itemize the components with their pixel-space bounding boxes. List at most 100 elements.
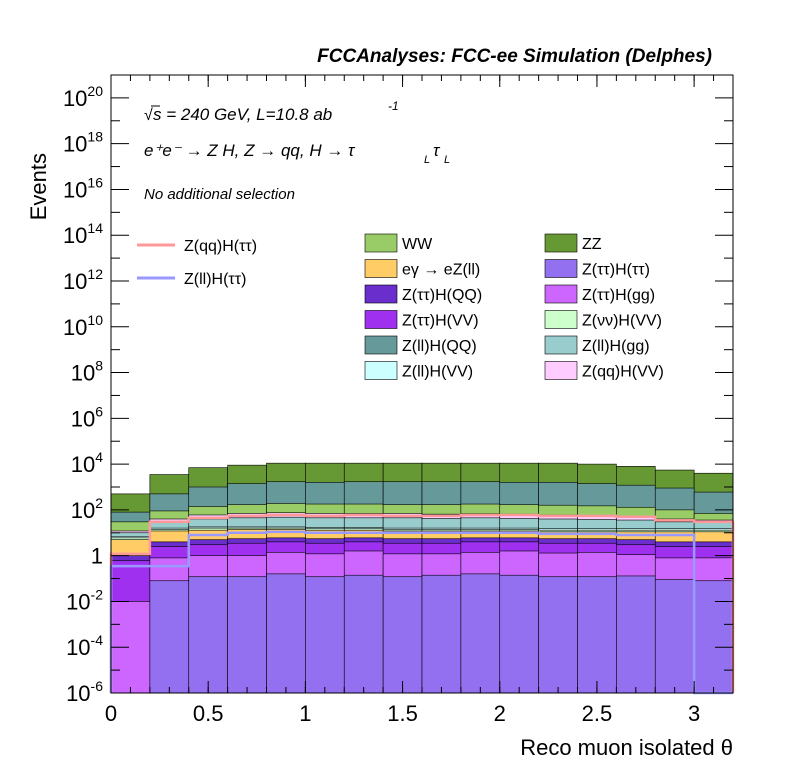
y-tick-base: 10 (71, 406, 95, 431)
bar (693, 580, 734, 694)
x-tick-label: 0 (105, 701, 117, 726)
bar (149, 580, 190, 694)
bar (460, 573, 501, 694)
y-tick-label: 1016 (63, 174, 103, 202)
y-tick-label: 10-4 (66, 632, 103, 660)
y-tick-label: 10-2 (66, 586, 103, 614)
y-tick-exp: 2 (95, 495, 103, 511)
y-tick-exp: 10 (87, 312, 103, 328)
annotation-energy-exp: -1 (388, 99, 399, 113)
bar (538, 576, 578, 694)
line-layer (109, 513, 735, 695)
x-tick-label: 3 (688, 701, 700, 726)
y-tick-base: 10 (63, 177, 87, 202)
bar (227, 576, 267, 694)
legend-label: Z(ττ)H(ττ) (582, 262, 650, 279)
legend-label: Z(qq)H(VV) (582, 364, 664, 381)
y-tick-label: 1010 (63, 312, 103, 340)
legend-swatch (364, 284, 398, 304)
legend-label: Z(ll)H(VV) (402, 364, 473, 381)
y-tick-label: 104 (71, 449, 103, 477)
y-tick-base: 10 (63, 223, 87, 248)
y-tick-base: 10 (66, 589, 90, 614)
y-axis-title: Events (26, 153, 51, 220)
y-tick-exp: 6 (95, 403, 103, 419)
bar (382, 576, 423, 694)
x-tick-label: 1.5 (387, 701, 418, 726)
y-tick-exp: 14 (87, 220, 103, 236)
y-tick-label: 102 (71, 495, 103, 523)
legend-swatch (364, 361, 398, 380)
y-tick-exp: 20 (87, 83, 103, 99)
y-tick-base: 10 (71, 361, 95, 386)
legend-label: Z(ττ)H(gg) (582, 287, 655, 304)
y-tick-label: 1012 (63, 266, 103, 294)
y-tick-exp: -2 (91, 586, 104, 602)
legend: WW ZZ eγ → eZ(ll) Z(ττ)H(ττ) Z(ττ)H(QQ) Z(ττ)… (137, 233, 664, 381)
y-tick-base: 10 (71, 452, 95, 477)
y-tick-label: 1018 (63, 129, 103, 157)
legend-swatch (544, 259, 578, 278)
legend-swatch (544, 361, 578, 380)
stack-Z(ττ)H(ττ) (149, 573, 734, 694)
y-tick-exp: 16 (87, 174, 103, 190)
bar (305, 576, 345, 694)
bar (343, 574, 384, 694)
y-tick-base: 10 (71, 498, 95, 523)
annotation-process-text: e⁺e⁻ → Z H, Z → qq, H → τ (144, 141, 356, 160)
annotation-sqrt: √ (144, 107, 153, 124)
legend-label: Z(ττ)H(VV) (402, 313, 479, 330)
annotation-process-tau2: τ (433, 141, 441, 160)
y-tick-label: 106 (71, 403, 103, 431)
y-tick-base: 10 (66, 635, 90, 660)
y-tick-exp: 8 (95, 358, 103, 374)
series-line-Z(qq)H(ττ) (109, 513, 735, 693)
annotation-selection: No additional selection (144, 186, 295, 203)
bar (188, 576, 228, 694)
series-line-Z(ll)H(ττ) (109, 530, 733, 695)
bar (577, 576, 617, 694)
y-tick-label: 1014 (63, 220, 103, 248)
annotation-process-sub2: L (444, 154, 450, 166)
bar (499, 574, 539, 694)
legend-label: Z(ll)H(QQ) (402, 338, 477, 355)
y-tick-label: 108 (71, 358, 103, 386)
line-legend-label: Z(ll)H(ττ) (184, 271, 246, 288)
tick-layer: 0 0.5 1 1.5 2 2.5 310-610-410-2110210410610810… (63, 74, 734, 726)
legend-label: WW (402, 236, 433, 253)
y-tick-label: 1 (91, 544, 103, 569)
y-tick-exp: 18 (87, 129, 103, 145)
y-tick-base: 10 (63, 132, 87, 157)
y-tick-label: 1020 (63, 83, 103, 111)
x-tick-label: 2.5 (582, 701, 613, 726)
legend-swatch (364, 259, 398, 278)
legend-label: Z(ll)H(gg) (582, 338, 650, 355)
annotation-energy: √ s = 240 GeV, L=10.8 ab -1 (144, 99, 399, 124)
annotation-process: e⁺e⁻ → Z H, Z → qq, H → τ L τ L (144, 141, 450, 166)
legend-swatch (544, 284, 578, 304)
x-tick-label: 2 (494, 701, 506, 726)
legend-label: eγ → eZ(ll) (402, 262, 480, 279)
y-tick-exp: 12 (87, 266, 103, 282)
x-tick-label: 0.5 (193, 701, 224, 726)
x-axis-title: Reco muon isolated θ (520, 735, 733, 760)
bar (654, 579, 695, 694)
y-tick-base: 10 (63, 315, 87, 340)
line-legend-label: Z(qq)H(ττ) (184, 238, 257, 255)
legend-swatch (364, 335, 398, 355)
x-tick-label: 1 (299, 701, 311, 726)
annotation-process-sub1: L (424, 154, 430, 166)
bar (266, 573, 306, 694)
legend-swatch (544, 335, 578, 355)
plot-title: FCCAnalyses: FCC-ee Simulation (Delphes) (317, 46, 712, 67)
legend-swatch (364, 310, 398, 329)
y-tick-exp: -6 (91, 678, 104, 694)
legend-label: Z(ττ)H(QQ) (402, 287, 482, 304)
y-tick-base: 10 (63, 269, 87, 294)
legend-swatch (544, 233, 578, 253)
legend-label: ZZ (582, 236, 602, 253)
legend-swatch (364, 233, 398, 253)
bar (421, 574, 462, 694)
y-tick-base: 10 (63, 86, 87, 111)
